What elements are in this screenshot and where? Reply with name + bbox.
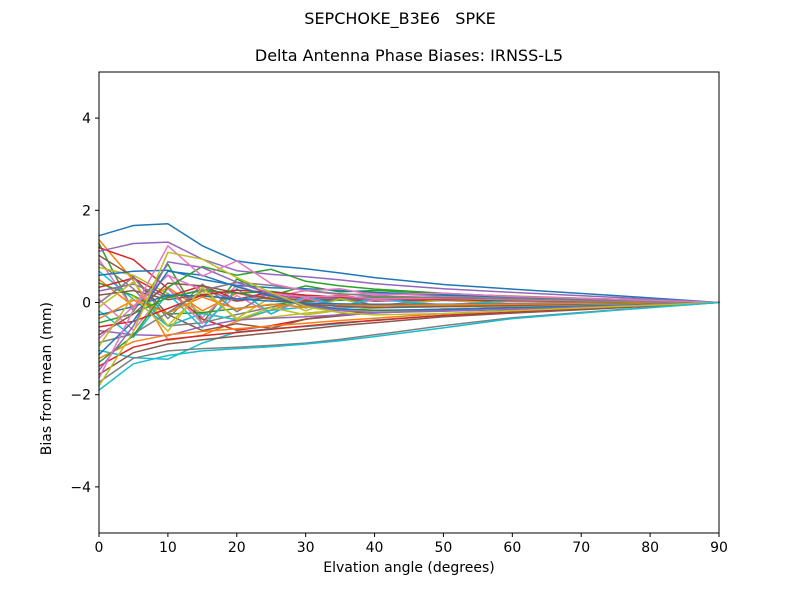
x-tick-label: 20	[228, 540, 246, 556]
y-tick-label: −4	[70, 480, 91, 496]
x-tick-label: 60	[503, 540, 521, 556]
series-line	[98, 245, 720, 379]
series-line	[98, 301, 720, 376]
y-tick-label: 0	[82, 296, 91, 312]
series-line	[98, 251, 720, 387]
x-tick-label: 50	[435, 540, 453, 556]
x-tick-label: 70	[572, 540, 590, 556]
axes-title: Delta Antenna Phase Biases: IRNSS-L5	[254, 46, 564, 65]
x-tick-label: 0	[95, 540, 104, 556]
y-tick-label: 4	[82, 111, 91, 127]
figure-suptitle: SEPCHOKE_B3E6 SPKE	[304, 9, 496, 28]
series-line	[98, 301, 720, 367]
y-tick-label: −2	[70, 388, 91, 404]
series-line	[98, 241, 720, 304]
x-tick-label: 10	[159, 540, 177, 556]
x-tick-label: 90	[710, 540, 728, 556]
x-tick-label: 80	[641, 540, 659, 556]
x-tick-label: 30	[297, 540, 315, 556]
series-line	[98, 261, 720, 372]
x-axis-label: Elvation angle (degrees)	[323, 560, 495, 576]
series-line	[98, 301, 720, 384]
series-line	[98, 222, 720, 304]
y-tick-label: 2	[82, 203, 91, 219]
series-line	[98, 274, 720, 340]
series-line	[98, 282, 720, 336]
series-line	[98, 301, 720, 391]
x-tick-label: 40	[366, 540, 384, 556]
